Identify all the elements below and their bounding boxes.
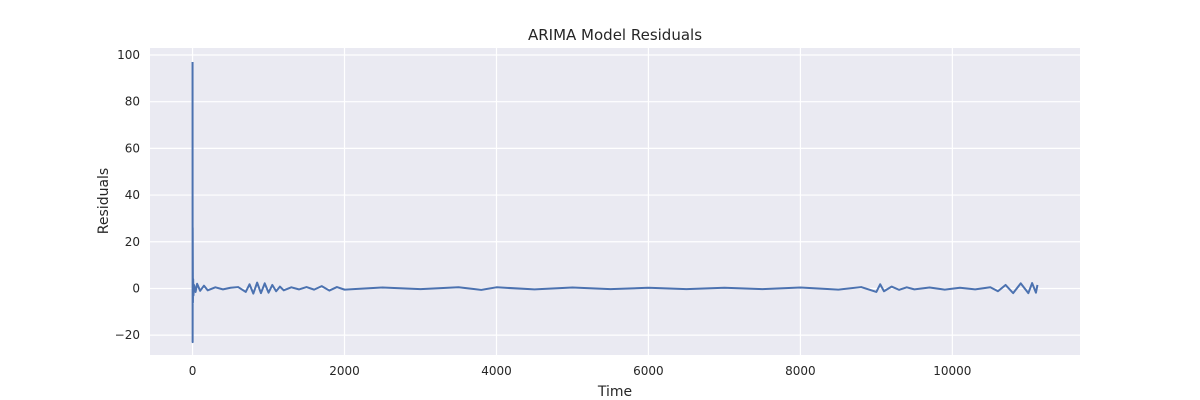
y-tick-label: 20 <box>125 235 140 249</box>
y-tick-label: 60 <box>125 141 140 155</box>
residuals-series-line <box>191 62 1039 344</box>
x-tick-label: 8000 <box>785 364 816 378</box>
y-axis-label: Residuals <box>96 168 112 234</box>
y-tick-label: 80 <box>125 95 140 109</box>
y-tick-label: 100 <box>117 48 140 62</box>
x-tick-label: 6000 <box>633 364 664 378</box>
x-tick-label: 0 <box>189 364 197 378</box>
x-tick-label: 10000 <box>933 364 971 378</box>
y-tick-label: 0 <box>132 281 140 295</box>
y-tick-label: 40 <box>125 188 140 202</box>
x-tick-label: 4000 <box>481 364 512 378</box>
tick-labels: 0 2000 4000 6000 8000 10000 −20 0 20 40 60 80 100 <box>115 48 972 378</box>
y-tick-label: −20 <box>115 328 140 342</box>
grid <box>150 48 1080 355</box>
chart-title: ARIMA Model Residuals <box>528 26 702 44</box>
plot-area <box>150 48 1080 355</box>
series-layer <box>191 62 1039 344</box>
x-axis-label: Time <box>597 384 632 400</box>
x-tick-label: 2000 <box>329 364 360 378</box>
